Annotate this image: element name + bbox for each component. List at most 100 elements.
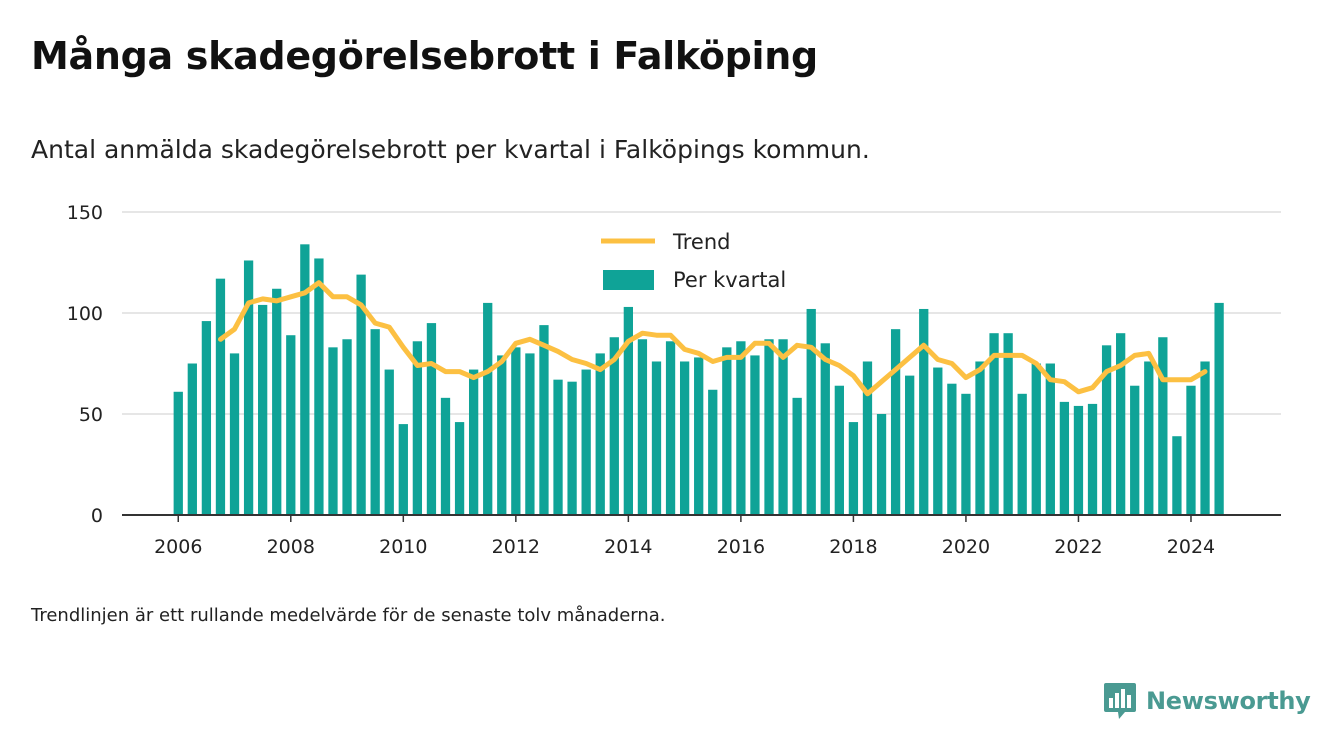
x-tick-label: 2022 — [1054, 536, 1102, 558]
x-tick-label: 2006 — [154, 536, 202, 558]
bar — [947, 383, 957, 515]
bar — [651, 361, 662, 515]
bar — [679, 361, 690, 515]
x-tick-label: 2010 — [379, 536, 427, 558]
axes: 0 50 100 150 2006 2008 2010 2012 2014 2016 2018 202… — [67, 202, 1281, 558]
bar — [933, 367, 943, 515]
x-tick-label: 2018 — [829, 536, 877, 558]
trend-series — [218, 280, 1208, 397]
bar — [258, 304, 268, 515]
bar — [370, 329, 380, 515]
bar — [1144, 361, 1154, 515]
y-tick-label: 0 — [91, 505, 103, 527]
bar — [1003, 333, 1013, 515]
bar — [173, 391, 183, 515]
bar — [637, 339, 648, 515]
y-tick-label: 150 — [67, 202, 103, 224]
bar — [834, 385, 844, 515]
bar — [876, 414, 887, 515]
footnote: Trendlinjen är ett rullande medelvärde f… — [31, 605, 666, 626]
x-tick-label: 2016 — [717, 536, 765, 558]
bar — [623, 306, 634, 515]
bar — [1031, 363, 1041, 515]
bar — [848, 422, 859, 515]
bar — [1073, 405, 1084, 515]
bar — [525, 353, 535, 515]
bar — [581, 369, 591, 515]
x-tick-label: 2024 — [1167, 536, 1215, 558]
bar — [384, 369, 394, 515]
bar — [1017, 393, 1027, 515]
bar — [1214, 302, 1224, 515]
bar — [300, 244, 310, 515]
bar — [328, 347, 338, 515]
legend-bar-swatch — [603, 270, 654, 290]
bar — [595, 353, 605, 515]
bar — [890, 329, 901, 515]
legend: Trend Per kvartal — [601, 230, 786, 292]
bar — [468, 369, 479, 515]
bar — [820, 343, 830, 515]
bar — [708, 389, 718, 515]
x-tick-label: 2012 — [492, 536, 540, 558]
bar — [314, 258, 324, 515]
x-tick-label: 2008 — [267, 536, 315, 558]
bar — [1045, 363, 1055, 515]
bar — [1158, 337, 1168, 515]
x-tick-label: 2014 — [604, 536, 652, 558]
bar — [722, 347, 732, 515]
bar — [1186, 385, 1196, 515]
y-tick-label: 50 — [79, 404, 103, 426]
bar — [426, 323, 437, 515]
bar — [1200, 361, 1210, 515]
bar — [412, 341, 423, 515]
bar — [440, 397, 451, 515]
bar — [609, 337, 619, 515]
bar — [398, 424, 408, 515]
bar — [665, 341, 676, 515]
bar — [736, 341, 746, 515]
bar — [961, 393, 971, 515]
bar — [454, 422, 465, 515]
brand-logo: Newsworthy — [1103, 681, 1311, 721]
bar — [215, 278, 226, 515]
bar — [1172, 436, 1182, 515]
bar — [1059, 401, 1070, 515]
bar — [750, 355, 760, 515]
bar — [1101, 345, 1112, 515]
brand-name: Newsworthy — [1146, 687, 1311, 715]
bar — [286, 335, 296, 515]
bar — [1130, 385, 1140, 515]
chart-subtitle: Antal anmälda skadegörelsebrott per kvar… — [31, 135, 870, 164]
legend-trend-label: Trend — [672, 230, 730, 254]
bar — [778, 339, 788, 515]
bar — [201, 321, 212, 515]
bar — [806, 308, 816, 515]
chart-area: 0 50 100 150 2006 2008 2010 2012 2014 2016 2018 202… — [67, 202, 1281, 558]
bar — [497, 355, 507, 515]
bar — [862, 361, 873, 515]
bar — [919, 308, 929, 515]
chart-title: Många skadegörelsebrott i Falköping — [31, 34, 818, 78]
trend-line — [218, 280, 1208, 397]
bar — [764, 339, 774, 515]
bar-series — [173, 244, 1224, 515]
bar-chart-speech-bubble-icon — [1104, 683, 1136, 719]
bar — [356, 274, 366, 515]
legend-bar-label: Per kvartal — [673, 268, 786, 292]
bar — [229, 353, 240, 515]
bar — [511, 347, 521, 515]
bar — [243, 260, 254, 515]
y-tick-label: 100 — [67, 303, 103, 325]
bar — [553, 379, 563, 515]
bar — [1116, 333, 1126, 515]
bar — [1087, 403, 1098, 515]
bar — [539, 325, 549, 515]
bar — [905, 375, 915, 515]
bar — [792, 397, 802, 515]
bar — [694, 357, 704, 515]
x-tick-label: 2020 — [942, 536, 990, 558]
bar — [975, 361, 985, 515]
bar — [989, 333, 999, 515]
bar — [342, 339, 352, 515]
